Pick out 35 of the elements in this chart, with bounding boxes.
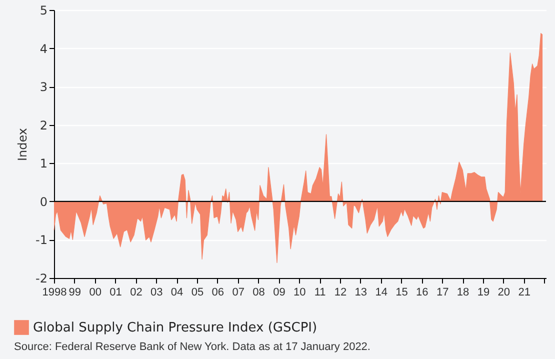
x-tick-label: 05 [191, 286, 204, 298]
legend-label: Global Supply Chain Pressure Index (GSCPI) [33, 320, 318, 336]
x-tick-label: 99 [68, 286, 82, 298]
x-tick-label: 20 [498, 286, 510, 298]
x-tick-label: 01 [110, 286, 122, 298]
x-tick-label: 16 [416, 286, 428, 298]
y-tick-label: 1 [40, 156, 48, 171]
x-tick-label: 15 [396, 286, 408, 298]
x-tick-label: 00 [89, 286, 102, 298]
x-tick-label: 06 [212, 286, 224, 298]
x-tick-label: 14 [375, 286, 388, 298]
y-tick-label: 4 [40, 42, 48, 56]
x-tick-label: 09 [273, 286, 286, 298]
y-tick-label: 0 [40, 194, 48, 209]
y-tick-label: 2 [40, 118, 48, 132]
x-tick-label: 19 [477, 286, 490, 298]
x-tick-label: 17 [436, 286, 449, 298]
x-tick-label: 02 [130, 286, 142, 298]
y-tick-label: -1 [36, 233, 48, 248]
x-tick-label: 10 [294, 286, 306, 298]
y-axis-title: Index [16, 128, 30, 162]
x-tick-label: 07 [232, 286, 244, 298]
y-tick-label: 5 [40, 4, 48, 18]
x-tick-label: 08 [252, 286, 265, 298]
x-tick-label: 21 [518, 286, 530, 298]
x-tick-label: 04 [170, 286, 184, 298]
x-tick-label: 18 [456, 286, 470, 298]
x-tick-label: 11 [314, 286, 326, 298]
x-tick-label: 12 [334, 286, 347, 298]
source-note: Source: Federal Reserve Bank of New York. Data as at 17 January 2022. [14, 341, 370, 353]
y-tick-label: -2 [36, 272, 48, 286]
y-tick-label: 3 [40, 80, 48, 94]
x-tick-label: 03 [150, 286, 163, 298]
x-tick-label: 1998 [42, 286, 67, 298]
x-tick-label: 13 [354, 286, 368, 298]
